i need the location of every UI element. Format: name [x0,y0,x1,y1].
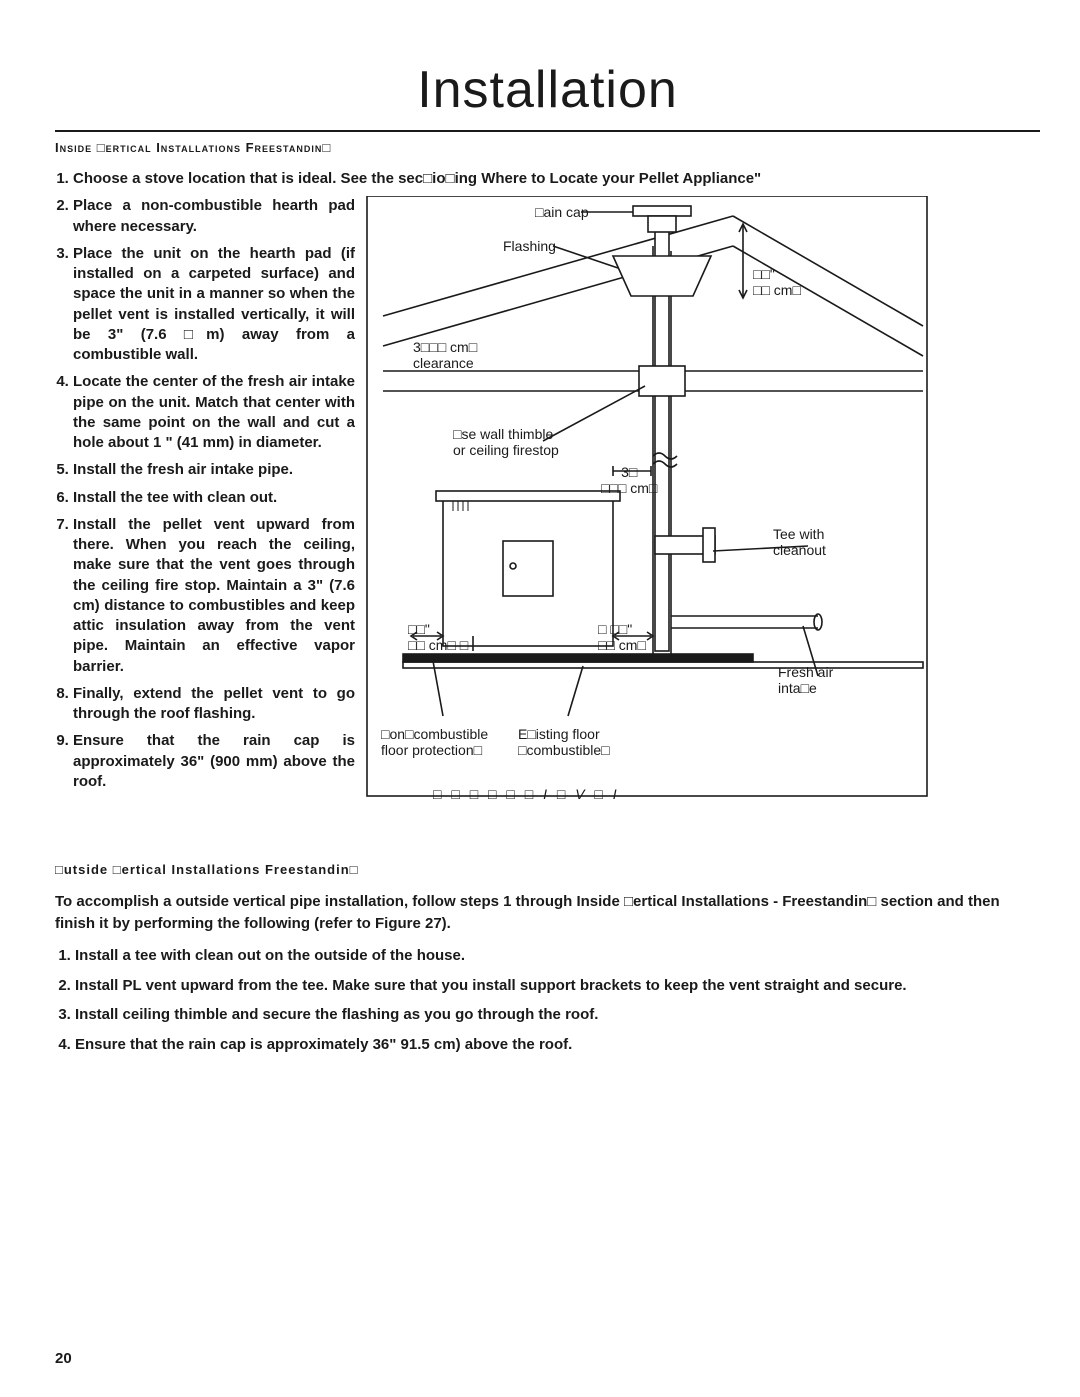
label-tee: Tee with cleanout [773,526,826,558]
label-freshair: Fresh air inta□e [778,664,833,696]
step2-3: Install ceiling thimble and secure the f… [75,1004,1040,1026]
installation-diagram: □ain cap Flashing □□" □□ cm□ 3□□□ cm□ cl… [363,196,1003,826]
label-floorprot: □on□combustible floor protection□ [381,726,488,758]
figure-column: □ain cap Flashing □□" □□ cm□ 3□□□ cm□ cl… [355,196,1040,826]
label-thimble: □se wall thimble or ceiling firestop [453,426,559,458]
figure-caption: □ □ □ □ □ □ I □ V □ I [433,786,620,802]
label-flashing: Flashing [503,238,556,254]
step-6: Install the tee with clean out. [73,488,355,508]
step-8: Finally, extend the pellet vent to go th… [73,684,355,725]
section2-body: To accomplish a outside vertical pipe in… [55,891,1040,1056]
section1-label: Inside □ertical Installations Freestandi… [55,140,1040,155]
step-3: Place the unit on the hearth pad (if ins… [73,244,355,366]
step-7: Install the pellet vent upward from ther… [73,515,355,677]
section2-label: □utside □ertical Installations Freestand… [55,862,1040,877]
label-dim-left: □□" □□ cm□ □ [408,621,468,653]
step-5: Install the fresh air intake pipe. [73,460,355,480]
step2-4: Ensure that the rain cap is approximatel… [75,1034,1040,1056]
step-1: Choose a stove location that is ideal. S… [73,169,1013,189]
two-column: Place a non-combustible hearth pad where… [55,196,1040,826]
section2-intro: To accomplish a outside vertical pipe in… [55,891,1040,935]
label-3a: 3□ □□□ cm□ [601,464,657,496]
step-2: Place a non-combustible hearth pad where… [73,196,355,237]
step2-1: Install a tee with clean out on the outs… [75,945,1040,967]
step2-2: Install PL vent upward from the tee. Mak… [75,975,1040,997]
label-36in: □□" □□ cm□ [753,266,801,298]
page-number: 20 [55,1350,72,1367]
steps-column: Place a non-combustible hearth pad where… [55,196,355,799]
label-dim-right: □ □□" □□ cm□ [598,621,646,653]
step-4: Locate the center of the fresh air intak… [73,372,355,453]
rule [55,130,1040,132]
page: Installation Inside □ertical Installatio… [0,0,1080,1397]
label-existing: E□isting floor □combustible□ [518,726,610,758]
label-rain-cap: □ain cap [535,204,589,220]
step-9: Ensure that the rain cap is approximatel… [73,731,355,792]
page-title: Installation [55,60,1040,120]
label-3clearance: 3□□□ cm□ clearance [413,339,477,371]
